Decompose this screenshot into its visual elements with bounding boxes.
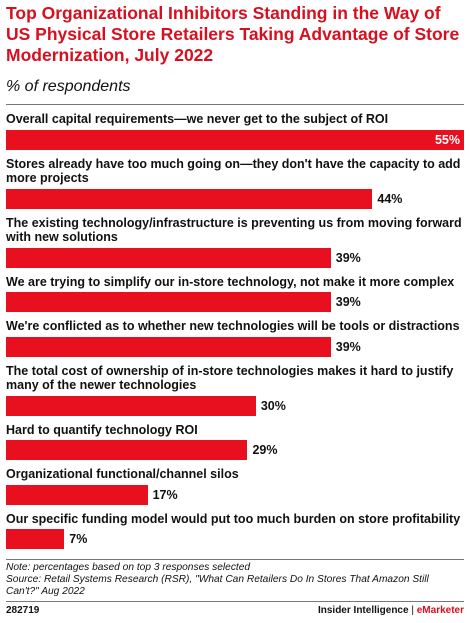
bar bbox=[6, 336, 331, 357]
bar bbox=[6, 188, 373, 209]
bar bbox=[6, 247, 331, 268]
data-label: 17% bbox=[152, 487, 178, 502]
brand-logo: Insider Intelligence | eMarketer bbox=[318, 605, 464, 616]
chart-notes: Note: percentages based on top 3 respons… bbox=[6, 562, 464, 599]
data-label: 39% bbox=[335, 339, 361, 354]
chart-title: Top Organizational Inhibitors Standing i… bbox=[6, 3, 460, 65]
brand-secondary: eMarketer bbox=[416, 605, 464, 616]
data-label: 39% bbox=[335, 295, 361, 309]
category-label: The total cost of ownership of in-store … bbox=[6, 363, 454, 393]
data-label: 29% bbox=[252, 443, 278, 457]
chart-id: 282719 bbox=[6, 605, 40, 616]
category-label: We are trying to simplify our in-store t… bbox=[6, 274, 455, 289]
bar bbox=[6, 440, 248, 460]
footer-divider bbox=[6, 601, 464, 602]
top-divider bbox=[6, 104, 464, 105]
category-label: Our specific funding model would put too… bbox=[6, 511, 461, 526]
data-label: 39% bbox=[335, 250, 361, 265]
bar bbox=[6, 292, 331, 312]
category-label: Organizational functional/channel silos bbox=[6, 467, 239, 481]
category-label: Stores already have too much going on—th… bbox=[6, 156, 461, 186]
brand-primary: Insider Intelligence bbox=[317, 605, 409, 616]
bar bbox=[6, 529, 65, 549]
bar bbox=[6, 484, 148, 505]
bar bbox=[6, 395, 256, 416]
bar bbox=[6, 129, 464, 150]
category-label: The existing technology/infrastructure i… bbox=[6, 215, 462, 245]
brand-separator: | bbox=[411, 605, 414, 616]
data-label: 7% bbox=[69, 532, 88, 546]
note-text: Note: percentages based on top 3 respons… bbox=[6, 562, 251, 573]
data-label: 44% bbox=[377, 191, 403, 206]
bottom-divider bbox=[6, 559, 464, 560]
category-label: Overall capital requirements—we never ge… bbox=[6, 112, 389, 126]
category-label: We're conflicted as to whether new techn… bbox=[6, 319, 460, 333]
data-label: 30% bbox=[260, 398, 286, 413]
chart-subtitle: % of respondents bbox=[6, 78, 131, 95]
data-label: 55% bbox=[434, 132, 460, 147]
source-text: Source: Retail Systems Research (RSR), "… bbox=[6, 574, 429, 598]
category-label: Hard to quantify technology ROI bbox=[6, 422, 198, 437]
